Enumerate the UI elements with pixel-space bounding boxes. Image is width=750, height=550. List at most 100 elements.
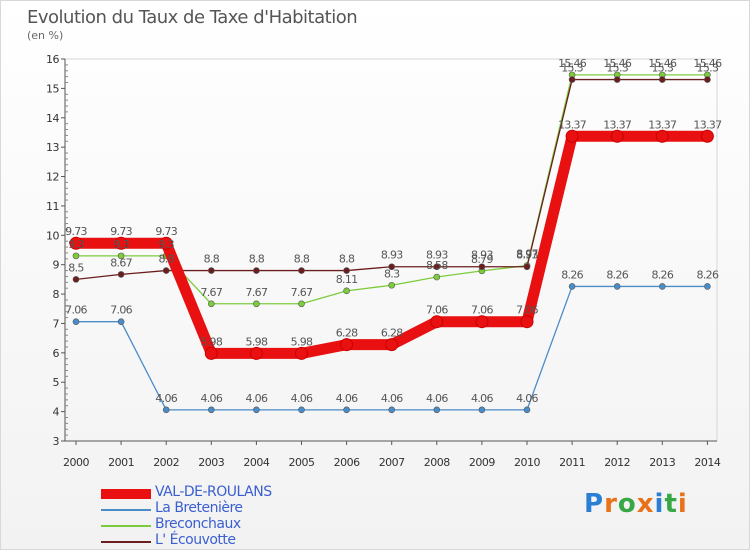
data-point bbox=[208, 300, 215, 308]
x-tick-label: 2007 bbox=[379, 456, 405, 469]
data-label: 8.26 bbox=[606, 268, 628, 281]
data-point bbox=[69, 236, 83, 250]
y-tick-label: 11 bbox=[46, 200, 59, 213]
data-label: 4.06 bbox=[516, 392, 538, 405]
data-label: 9.73 bbox=[65, 225, 87, 238]
data-label: 15.3 bbox=[606, 62, 628, 75]
data-label: 7.67 bbox=[246, 286, 268, 299]
data-label: 8.8 bbox=[339, 253, 355, 266]
legend-swatch bbox=[101, 509, 151, 511]
data-label: 4.06 bbox=[200, 392, 222, 405]
data-point bbox=[72, 318, 80, 325]
y-tick-label: 8 bbox=[53, 288, 60, 301]
data-point bbox=[253, 267, 260, 274]
x-tick-label: 2000 bbox=[63, 456, 89, 469]
data-label: 4.06 bbox=[291, 392, 313, 405]
data-label: 7.67 bbox=[291, 286, 313, 299]
data-label: 5.98 bbox=[291, 335, 313, 348]
data-point bbox=[658, 76, 666, 83]
data-label: 8.11 bbox=[336, 273, 358, 286]
data-label: 8.93 bbox=[471, 249, 493, 262]
data-label: 9.73 bbox=[155, 225, 177, 238]
data-point bbox=[72, 252, 80, 260]
x-tick-label: 2011 bbox=[559, 456, 585, 469]
data-label: 15.46 bbox=[603, 57, 632, 70]
y-tick-label: 4 bbox=[53, 406, 60, 419]
data-point bbox=[162, 267, 170, 274]
data-point bbox=[613, 283, 621, 290]
proxiti-logo: Proxiti bbox=[584, 489, 688, 519]
data-label: 15.46 bbox=[648, 57, 677, 70]
y-tick-label: 10 bbox=[46, 229, 59, 242]
data-label: 4.06 bbox=[336, 392, 358, 405]
legend-swatch bbox=[101, 525, 151, 527]
legend-label: VAL-DE-ROULANS bbox=[155, 484, 272, 500]
data-point bbox=[385, 338, 399, 352]
data-point bbox=[658, 283, 666, 290]
logo-letter: r bbox=[604, 489, 618, 519]
data-point bbox=[340, 338, 354, 352]
data-point bbox=[520, 315, 534, 329]
chart-unit: (en %) bbox=[27, 29, 64, 42]
data-point bbox=[523, 263, 531, 271]
data-point bbox=[298, 267, 305, 274]
data-point bbox=[388, 281, 396, 289]
data-point bbox=[117, 271, 125, 278]
data-label: 7.06 bbox=[110, 304, 132, 317]
data-label: 8.26 bbox=[651, 268, 673, 281]
y-tick-label: 9 bbox=[53, 259, 60, 272]
data-point bbox=[162, 406, 170, 414]
x-tick-label: 2004 bbox=[243, 456, 269, 469]
logo-letter: i bbox=[677, 489, 688, 519]
data-point bbox=[655, 129, 669, 143]
data-point bbox=[433, 406, 441, 414]
data-point bbox=[433, 263, 441, 271]
data-point bbox=[430, 315, 444, 329]
data-point bbox=[610, 129, 624, 143]
data-label: 7.06 bbox=[65, 304, 87, 317]
data-label: 9.3 bbox=[113, 238, 129, 251]
legend-swatch bbox=[101, 489, 151, 499]
data-point bbox=[343, 287, 350, 295]
data-label: 8.79 bbox=[471, 253, 493, 266]
data-label: 8.97 bbox=[516, 248, 538, 261]
data-label: 8.93 bbox=[381, 249, 403, 262]
data-point bbox=[565, 129, 579, 143]
data-label: 7.06 bbox=[471, 304, 493, 317]
logo-letter: i bbox=[654, 489, 665, 519]
data-label: 6.28 bbox=[336, 327, 358, 340]
chart-title: Evolution du Taux de Taxe d'Habitation bbox=[27, 7, 358, 28]
data-point bbox=[343, 406, 350, 414]
data-label: 8.93 bbox=[516, 249, 538, 262]
data-point bbox=[478, 263, 486, 271]
data-label: 8.8 bbox=[294, 253, 310, 266]
y-tick-label: 7 bbox=[53, 317, 60, 330]
data-point bbox=[253, 406, 260, 414]
data-point bbox=[117, 252, 125, 260]
data-label: 7.67 bbox=[200, 286, 222, 299]
x-tick-label: 2010 bbox=[514, 456, 540, 469]
data-label: 9.3 bbox=[68, 238, 84, 251]
data-label: 8.93 bbox=[426, 249, 448, 262]
data-point bbox=[117, 318, 125, 325]
y-tick-label: 15 bbox=[46, 82, 59, 95]
data-point bbox=[475, 315, 489, 329]
y-tick-label: 16 bbox=[46, 53, 59, 66]
data-point bbox=[388, 406, 396, 414]
x-tick-label: 2014 bbox=[694, 456, 720, 469]
data-label: 4.06 bbox=[246, 392, 268, 405]
x-tick-label: 2012 bbox=[604, 456, 630, 469]
data-label: 15.46 bbox=[558, 57, 587, 70]
data-point bbox=[613, 76, 621, 83]
data-point bbox=[433, 273, 441, 281]
legend-label: Breconchaux bbox=[155, 516, 241, 532]
y-tick-label: 6 bbox=[53, 347, 60, 360]
data-point bbox=[704, 283, 711, 290]
data-label: 4.06 bbox=[426, 392, 448, 405]
y-tick-label: 3 bbox=[53, 435, 60, 448]
data-point bbox=[298, 300, 305, 308]
data-label: 4.06 bbox=[381, 392, 403, 405]
data-label: 6.28 bbox=[381, 327, 403, 340]
data-label: 8.8 bbox=[249, 253, 265, 266]
